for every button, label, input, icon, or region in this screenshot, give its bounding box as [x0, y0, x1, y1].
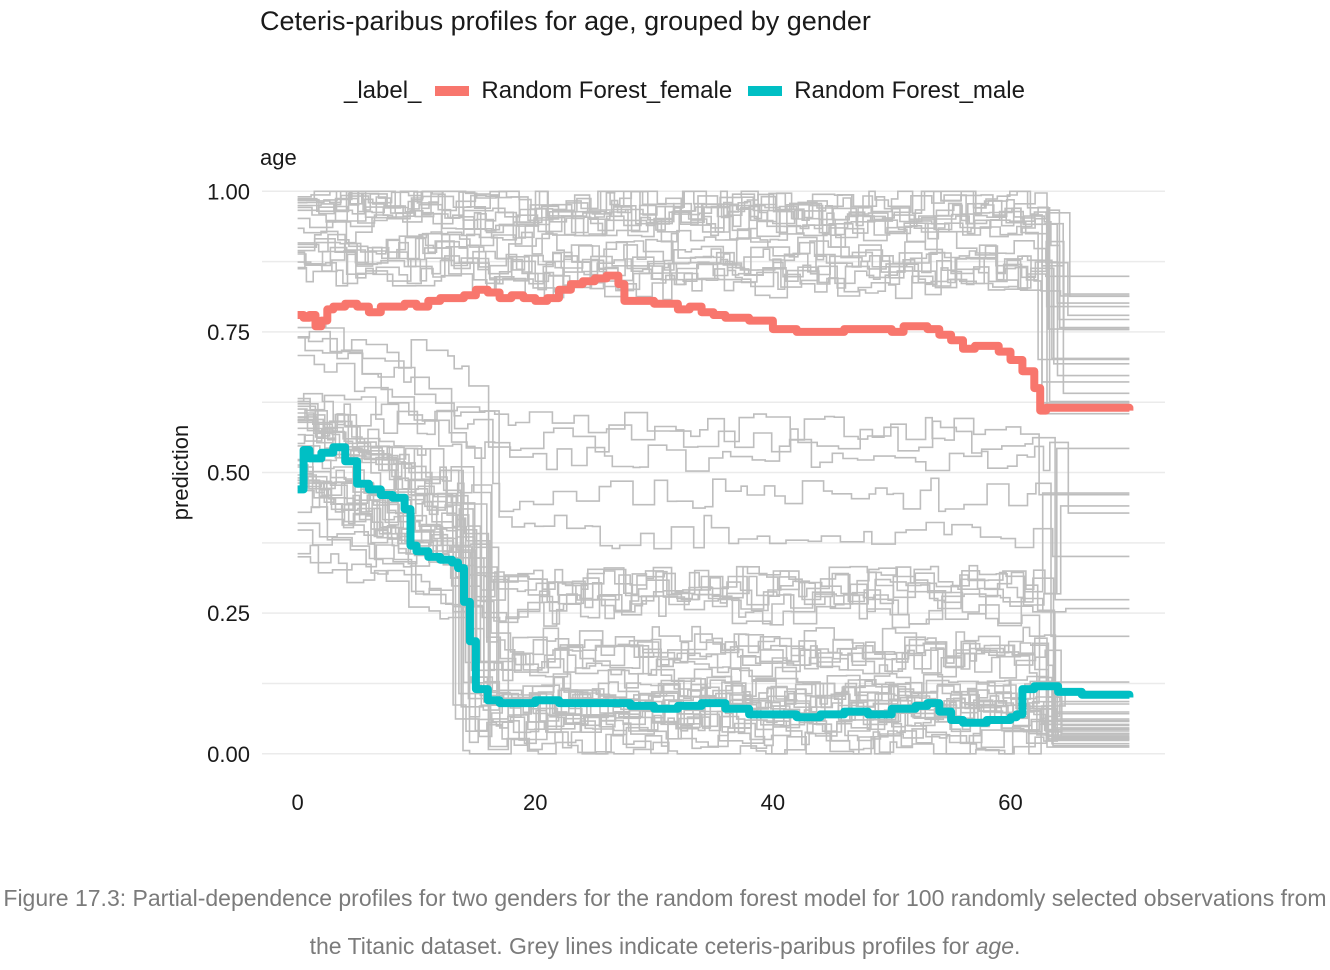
background-profile-line	[297, 197, 1130, 330]
background-profile-line	[297, 421, 1130, 747]
series-line-male	[297, 443, 1134, 727]
y-tick-label: 0.50	[207, 461, 250, 486]
background-profile-line	[297, 205, 1130, 298]
series-lines	[297, 271, 1134, 727]
x-tick-label: 0	[292, 790, 304, 815]
y-tick-label: 1.00	[207, 179, 250, 204]
background-profile-line	[297, 212, 1130, 329]
legend-key-male	[748, 86, 783, 96]
background-profile-line	[297, 318, 1130, 601]
series-line-female	[297, 271, 1134, 415]
legend: _label_ Random Forest_female Random Fore…	[344, 74, 1041, 108]
background-profile-line	[297, 190, 1130, 403]
background-profile-line	[297, 392, 1130, 740]
background-profile-line	[297, 489, 1130, 740]
y-tick-label: 0.25	[207, 601, 250, 626]
chart-title: Ceteris-paribus profiles for age, groupe…	[260, 6, 871, 36]
background-profile-line	[297, 255, 1130, 300]
background-profile-line	[297, 405, 1130, 715]
legend-label-female: Random Forest_female	[481, 77, 733, 104]
figure-caption: Figure 17.3: Partial-dependence profiles…	[0, 874, 1330, 970]
legend-key-female	[435, 86, 470, 96]
background-profile-line	[297, 190, 1130, 321]
caption-main: Figure 17.3: Partial-dependence profiles…	[3, 885, 1327, 959]
background-profile-line	[297, 330, 1130, 558]
x-tick-label: 20	[523, 790, 547, 815]
background-profile-line	[297, 394, 1130, 638]
background-profile-line	[297, 403, 1130, 731]
background-profile-line	[297, 475, 1130, 735]
background-profile-line	[297, 482, 1130, 748]
plot-area: 0.00 0.25 0.50 0.75 1.00 0 20 40 60 age prediction	[168, 145, 1165, 815]
y-axis-label: prediction	[168, 425, 193, 520]
x-tick-label: 60	[998, 790, 1022, 815]
background-profile-line	[297, 403, 1130, 496]
background-profile-line	[297, 408, 1130, 740]
legend-label-male: Random Forest_male	[794, 77, 1025, 104]
facet-label: age	[260, 145, 297, 170]
caption-end: .	[1014, 933, 1021, 959]
y-tick-label: 0.75	[207, 320, 250, 345]
background-profile-line	[297, 419, 1130, 727]
background-profile-line	[297, 412, 1130, 755]
x-tick-label: 40	[761, 790, 785, 815]
background-profile-line	[297, 190, 1130, 304]
y-tick-label: 0.00	[207, 742, 250, 767]
legend-title: _label_	[344, 77, 422, 104]
legend-item-female: Random Forest_female	[435, 77, 732, 105]
background-profile-line	[297, 506, 1130, 755]
legend-item-male: Random Forest_male	[748, 77, 1025, 105]
background-profile-line	[297, 241, 1130, 365]
background-profile-line	[297, 190, 1130, 415]
axes: 0.00 0.25 0.50 0.75 1.00 0 20 40 60 age prediction	[168, 145, 1023, 815]
caption-emphasis: age	[975, 933, 1015, 959]
background-profile-line	[297, 230, 1130, 395]
background-profile-line	[297, 336, 1130, 514]
background-profile-line	[297, 409, 1130, 606]
